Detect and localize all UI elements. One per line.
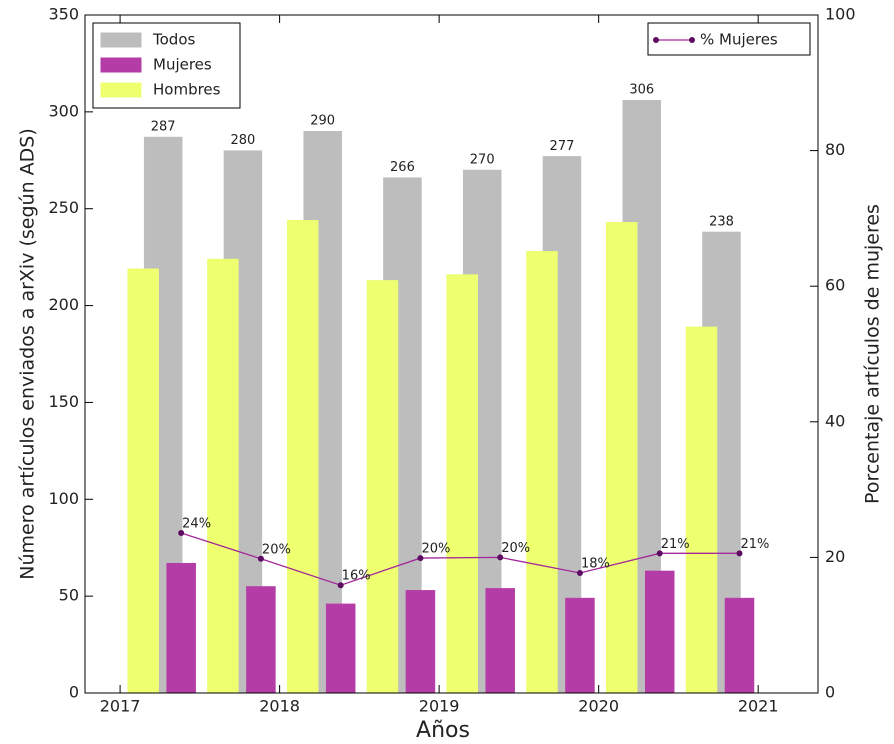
x-tick-label: 2017	[100, 697, 141, 716]
data-label: 20%	[501, 541, 530, 556]
bar	[166, 562, 196, 694]
data-label: 266	[390, 160, 415, 175]
legend-swatch	[100, 57, 142, 73]
data-label: 20%	[262, 542, 291, 557]
legend-label: Hombres	[153, 81, 221, 99]
bar	[526, 251, 558, 694]
x-tick-label: 2020	[578, 697, 619, 716]
data-label: 16%	[342, 569, 371, 584]
y-axis-label: Número artículos enviados a arXiv (según…	[17, 128, 39, 580]
y2-tick-label: 100	[825, 5, 856, 24]
marker	[417, 555, 424, 562]
y2-tick-label: 80	[825, 140, 845, 159]
bar	[644, 570, 675, 694]
y-tick-label: 100	[48, 489, 79, 508]
x-axis-label: Años	[416, 718, 470, 743]
marker	[337, 582, 344, 589]
data-label: 277	[550, 139, 575, 154]
bar	[446, 274, 478, 694]
x-tick-label: 2019	[419, 697, 460, 716]
bar	[286, 220, 319, 694]
plot-frame	[84, 14, 819, 694]
data-label: 18%	[581, 556, 610, 571]
data-label: 270	[470, 152, 495, 167]
data-label: 20%	[421, 542, 450, 557]
legend-label: Todos	[152, 31, 195, 49]
bar	[685, 326, 718, 694]
legend-box	[647, 22, 811, 56]
data-label: 290	[310, 114, 335, 129]
bar	[565, 597, 595, 694]
data-label: 280	[231, 133, 256, 148]
bar	[405, 590, 436, 694]
x-tick-label: 2018	[259, 697, 300, 716]
data-label: 21%	[740, 537, 769, 552]
y2-tick-label: 60	[825, 276, 845, 295]
legend-marker	[689, 37, 695, 43]
legend-label: Mujeres	[153, 56, 212, 74]
marker	[656, 550, 663, 557]
y2-tick-label: 0	[825, 683, 835, 702]
data-label: 287	[151, 120, 176, 135]
y2-axis-label: Porcentaje artículos de mujeres	[862, 204, 884, 504]
x-tick-label: 2021	[738, 697, 779, 716]
legend-swatch	[100, 82, 142, 98]
bar	[485, 588, 515, 694]
y-tick-label: 300	[48, 101, 79, 120]
y2-tick-label: 40	[825, 411, 845, 430]
data-label: 306	[629, 83, 654, 98]
y-tick-label: 150	[48, 392, 79, 411]
bar	[724, 597, 755, 694]
bar	[325, 603, 356, 694]
legend-swatch	[100, 32, 142, 48]
marker	[257, 555, 264, 562]
y-tick-label: 350	[48, 5, 79, 24]
marker	[497, 554, 504, 561]
legend-marker	[653, 37, 659, 43]
bar	[366, 280, 399, 694]
legend-label: % Mujeres	[700, 31, 778, 49]
data-label: 238	[709, 214, 734, 229]
y-tick-label: 200	[48, 295, 79, 314]
marker	[736, 550, 743, 557]
marker	[576, 569, 583, 576]
data-label: 21%	[661, 537, 690, 552]
y-tick-label: 50	[59, 586, 79, 605]
bar	[207, 258, 239, 694]
line	[180, 532, 740, 586]
y-tick-label: 0	[69, 683, 79, 702]
marker	[178, 529, 185, 536]
data-label: 24%	[182, 516, 211, 531]
y-tick-label: 250	[48, 198, 79, 217]
y2-tick-label: 20	[825, 547, 845, 566]
bar	[246, 586, 276, 694]
bar	[127, 268, 159, 694]
bar	[605, 222, 638, 694]
